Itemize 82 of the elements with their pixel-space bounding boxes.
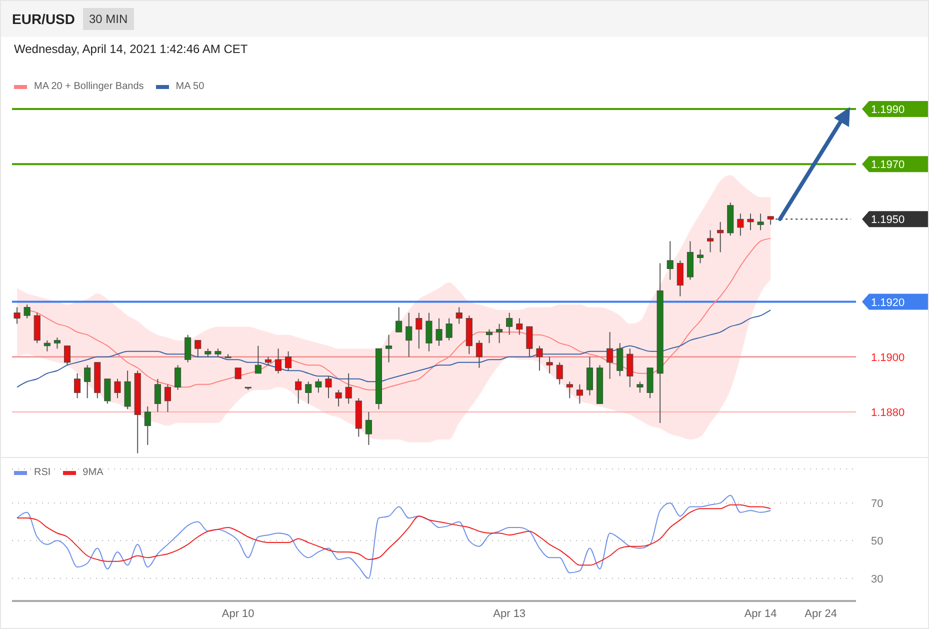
candlestick <box>737 213 744 236</box>
chart-subtitle: 30 MIN <box>83 8 134 30</box>
candlestick <box>396 306 402 333</box>
candlestick <box>84 364 91 399</box>
candlestick <box>446 318 452 341</box>
candlestick <box>254 345 262 374</box>
candlestick <box>144 406 151 446</box>
candlestick <box>486 328 493 344</box>
candlestick <box>516 318 523 336</box>
legend-label: MA 50 <box>176 81 204 92</box>
candlestick <box>104 378 111 404</box>
candlestick <box>315 378 322 394</box>
candlestick <box>566 381 573 399</box>
candlestick <box>234 367 242 380</box>
line-series <box>16 310 772 388</box>
candlestick <box>14 306 20 324</box>
candlestick <box>606 332 614 380</box>
y-tick-label: 1.1950 <box>871 214 905 226</box>
x-tick-label: Apr 10 <box>222 608 254 620</box>
y-tick-label: 1.1900 <box>871 352 905 364</box>
text: Wednesday, April 14, 2021 1:42:46 AM CET <box>14 42 248 56</box>
y-tick-label: 1.1970 <box>871 159 905 172</box>
candlestick <box>666 240 674 280</box>
candlestick <box>184 334 192 363</box>
candlestick <box>114 378 121 399</box>
candlestick <box>325 376 332 399</box>
candlestick <box>275 348 282 374</box>
x-tick-label: Apr 14 <box>744 608 777 620</box>
y-tick-label: 70 <box>871 498 884 510</box>
legend-label: 9MA <box>82 467 104 478</box>
x-tick-label: Apr 24 <box>804 608 838 620</box>
line-series <box>16 494 772 579</box>
candlestick <box>456 306 462 324</box>
line-series <box>16 504 772 566</box>
y-tick-label: 1.1880 <box>871 406 905 419</box>
candlestick <box>757 213 764 231</box>
candlestick <box>586 356 594 396</box>
candlestick <box>536 345 543 372</box>
candlestick <box>335 389 342 407</box>
legend-label: MA 20 + Bollinger Bands <box>34 81 144 92</box>
candlestick <box>295 378 302 404</box>
candlestick <box>506 312 513 336</box>
candlestick <box>406 312 412 358</box>
candlestick <box>436 318 442 346</box>
candlestick <box>285 350 292 372</box>
candlestick <box>74 372 81 399</box>
candlestick <box>44 340 50 352</box>
y-tick-label: 50 <box>871 536 884 548</box>
y-tick-label: 1.1920 <box>871 296 905 309</box>
candlestick <box>426 312 432 352</box>
candlestick <box>676 260 684 297</box>
candlestick <box>476 340 482 368</box>
chart-title: EUR/USD <box>12 11 76 27</box>
candlestick <box>64 345 71 366</box>
x-tick-label: Apr 13 <box>493 608 526 620</box>
candlestick <box>386 334 392 363</box>
candlestick <box>154 378 161 412</box>
candlestick <box>24 304 30 319</box>
candlestick <box>496 323 503 344</box>
y-tick-label: 30 <box>871 573 884 586</box>
candlestick <box>305 381 312 404</box>
candlestick <box>717 221 724 253</box>
candlestick <box>616 342 624 377</box>
candlestick <box>556 362 563 385</box>
legend-label: RSI <box>34 467 51 478</box>
candlestick <box>747 213 754 231</box>
candlestick <box>345 372 352 404</box>
candlestick <box>416 312 422 350</box>
candlestick <box>224 354 232 358</box>
candlestick <box>174 364 182 390</box>
candlestick <box>526 326 533 358</box>
candlestick <box>54 337 60 350</box>
candlestick <box>636 381 644 394</box>
candlestick <box>194 340 202 358</box>
candlestick <box>707 230 714 253</box>
candlestick <box>626 348 634 388</box>
candlestick <box>546 356 553 374</box>
candlestick <box>576 384 583 404</box>
candlestick <box>365 411 372 446</box>
y-tick-label: 1.1990 <box>871 104 905 116</box>
candlestick <box>697 248 704 264</box>
candlestick <box>164 384 172 412</box>
